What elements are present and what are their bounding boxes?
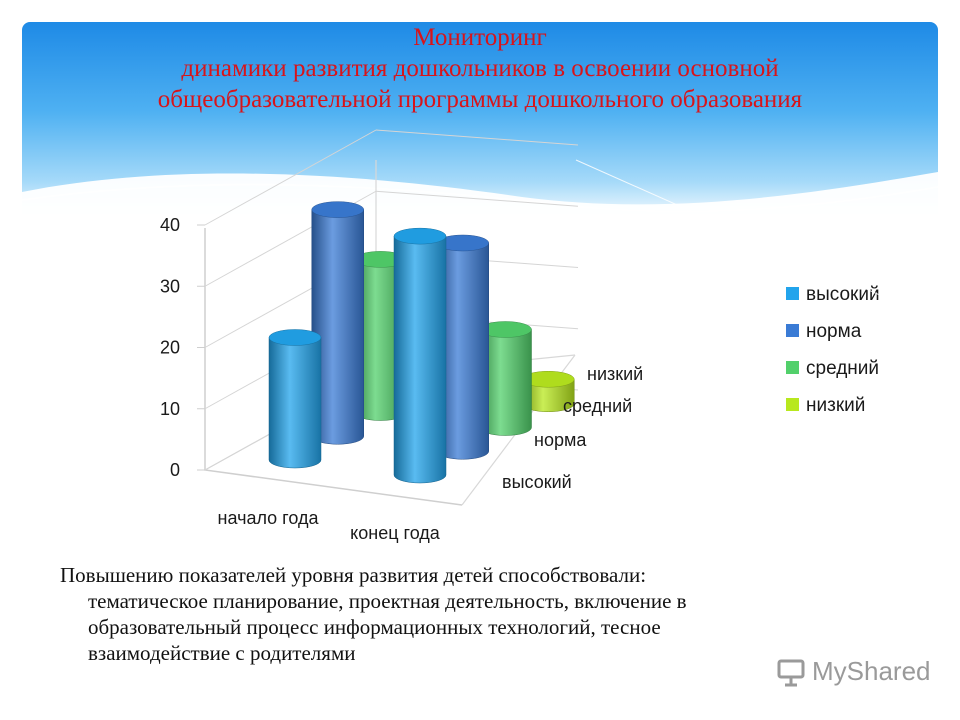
bar-cylinder xyxy=(522,371,575,412)
slide-title: Мониторинг динамики развития дошкольнико… xyxy=(0,22,960,115)
header-swoosh-line xyxy=(575,159,937,321)
y-tick-label: 30 xyxy=(160,276,180,296)
legend-entry: норма xyxy=(786,321,862,342)
legend-label: низкий xyxy=(806,395,865,416)
bar-cylinder xyxy=(311,201,364,445)
body-line-1: Повышению показателей уровня развития де… xyxy=(60,563,647,587)
bar-cylinder xyxy=(393,227,447,484)
slide-header-background xyxy=(22,22,938,222)
bar-cylinder xyxy=(436,234,489,460)
body-line-3: образовательный процесс информационных т… xyxy=(88,615,661,639)
presentation-board-icon xyxy=(777,659,805,686)
y-tick-label: 0 xyxy=(170,460,180,480)
title-line-3: общеобразовательной программы дошкольног… xyxy=(157,86,803,113)
title-line-1: Мониторинг xyxy=(413,24,547,51)
legend-swatch xyxy=(786,324,799,337)
bar-cylinder-body xyxy=(393,235,447,484)
body-line-4: взаимодействие с родителями xyxy=(88,641,356,665)
legend-swatch xyxy=(786,361,799,374)
watermark: MyShared xyxy=(776,656,931,687)
legend-entry: средний xyxy=(786,358,879,379)
y-tick-label: 20 xyxy=(160,338,180,358)
depth-axis-label: высокий xyxy=(502,472,572,492)
gridline-back xyxy=(375,190,579,207)
legend-swatch xyxy=(786,398,799,411)
bar-cylinder-top xyxy=(311,201,364,218)
y-tick-label: 10 xyxy=(160,399,180,419)
bar-cylinder xyxy=(479,321,532,436)
y-tick-label: 40 xyxy=(160,215,180,235)
depth-axis-label: средний xyxy=(563,396,632,416)
chart-legend: высокий норма средний низкий xyxy=(786,284,880,416)
title-line-2: динамики развития дошкольников в освоени… xyxy=(181,55,779,82)
body-text: Повышению показателей уровня развития де… xyxy=(60,562,860,666)
body-line-2: тематическое планирование, проектная дея… xyxy=(88,589,687,613)
gridline-left xyxy=(204,129,377,226)
chart-labels: 0 10 20 30 40 начало года конец года высокий нор… xyxy=(160,215,643,543)
gridline-back xyxy=(375,129,579,146)
bar-cylinder-top xyxy=(393,227,447,245)
chart-bars xyxy=(268,201,575,484)
watermark-text: MyShared xyxy=(812,656,931,686)
bar-cylinder-body xyxy=(268,337,322,469)
header-wave-decoration xyxy=(22,172,938,222)
legend-label: средний xyxy=(806,358,879,379)
depth-axis-label: низкий xyxy=(587,364,643,384)
legend-label: норма xyxy=(806,321,862,342)
depth-axis-label: норма xyxy=(534,430,587,450)
legend-label: высокий xyxy=(806,284,880,305)
legend-entry: низкий xyxy=(786,395,865,416)
legend-entry: высокий xyxy=(786,284,880,305)
x-category-label: начало года xyxy=(218,508,320,528)
bar-cylinder xyxy=(268,329,322,469)
x-category-label: конец года xyxy=(350,523,441,543)
bar-cylinder-top xyxy=(268,329,322,346)
legend-swatch xyxy=(786,287,799,300)
